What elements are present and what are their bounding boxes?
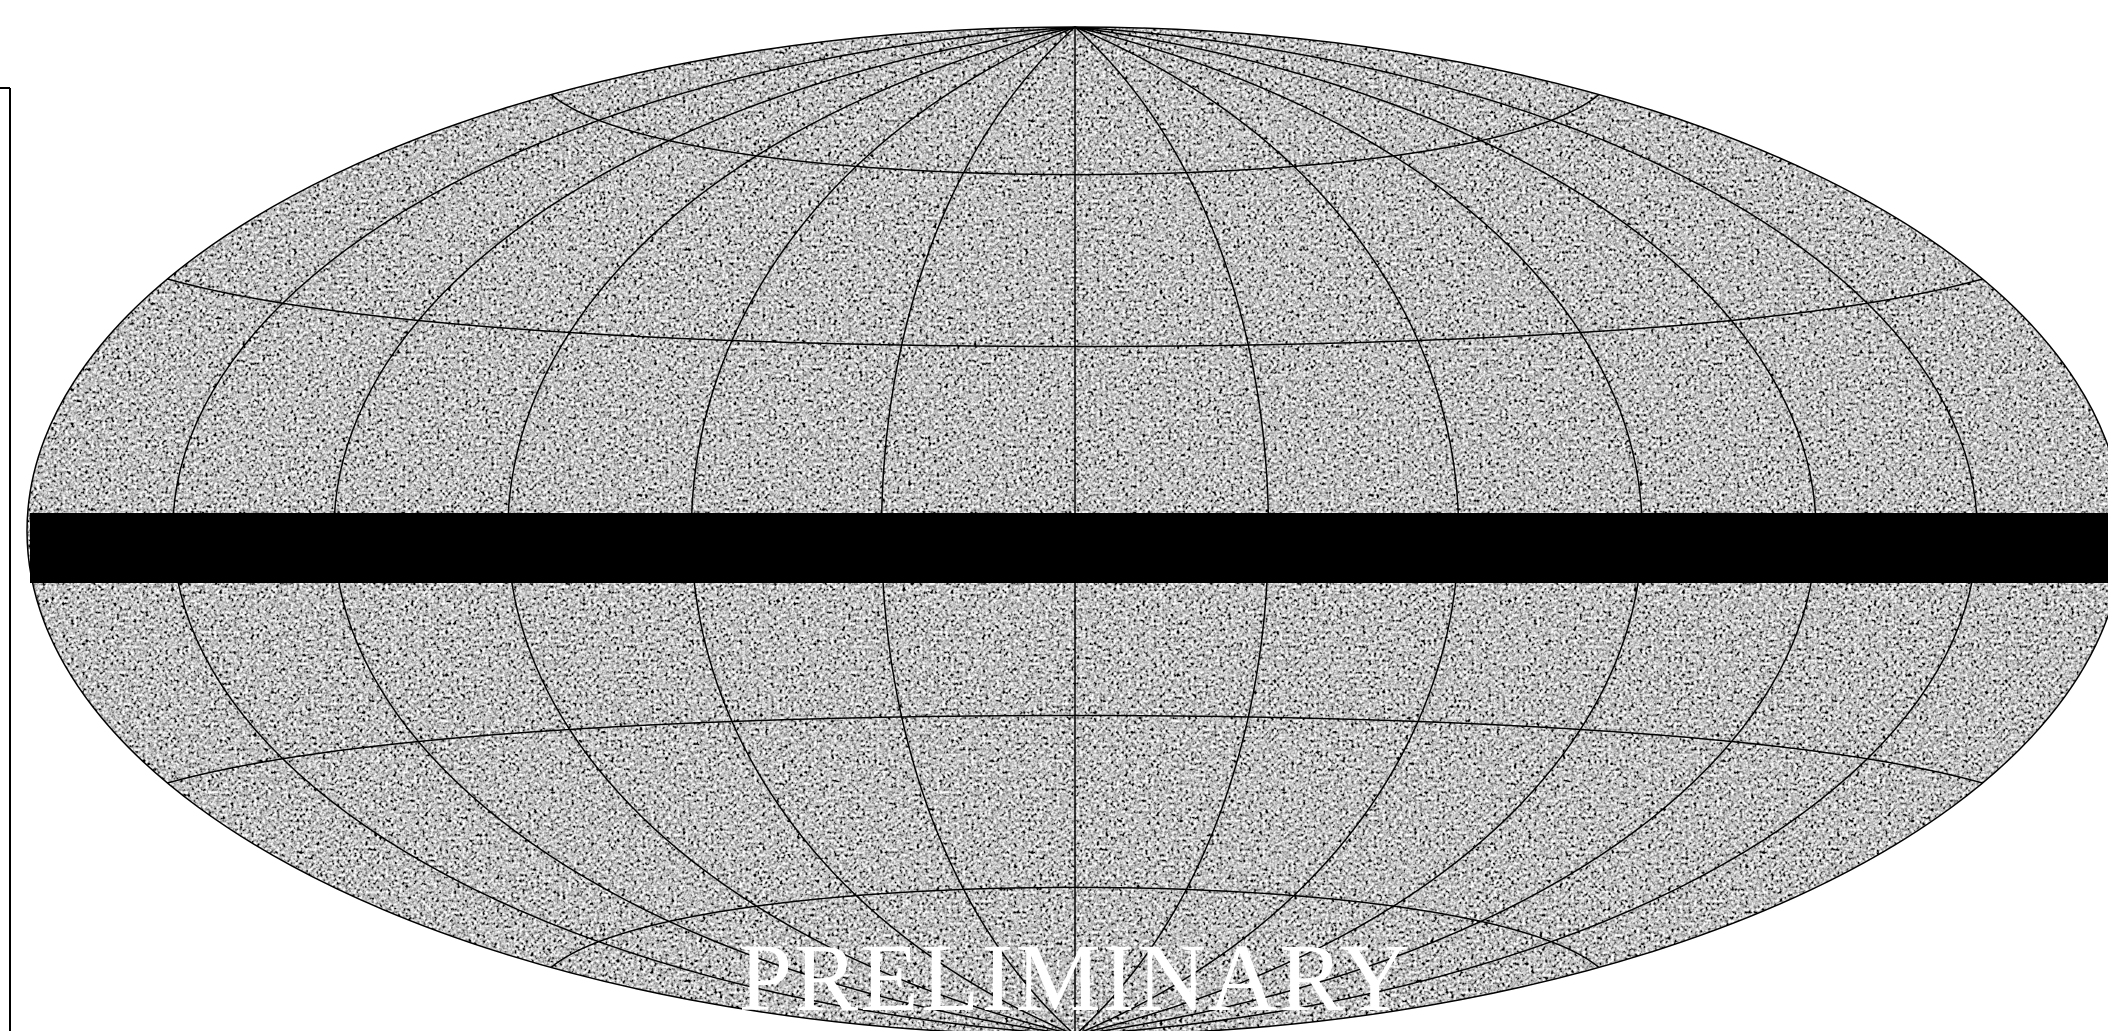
parallel <box>167 714 1983 784</box>
watermark: PRELIMINARY <box>739 924 1412 1031</box>
parallel <box>550 886 1600 969</box>
parallel <box>550 93 1600 176</box>
galactic-mask <box>30 513 2108 583</box>
parallel <box>167 278 1983 348</box>
